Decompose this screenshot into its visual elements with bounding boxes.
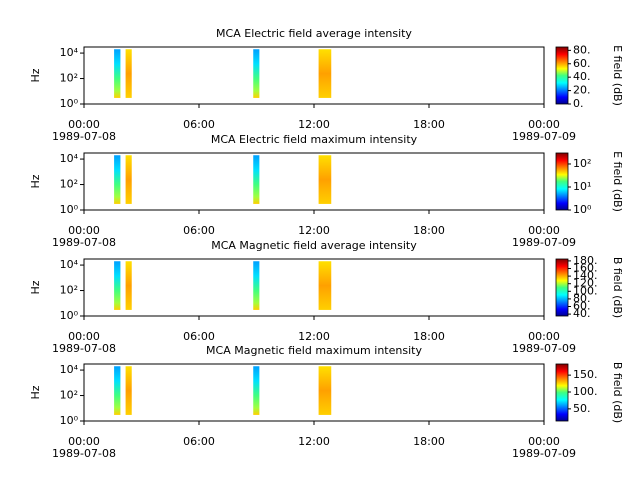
x-tick-label: 06:00 [183,435,215,448]
y-axis-label: Hz [29,174,42,188]
x-date-label: 1989-07-08 [52,130,116,143]
colorbar-tick-label: 100. [573,385,598,398]
x-tick-label: 00:00 [528,118,560,131]
spectrogram-strip [125,366,132,415]
spectrogram-strip [318,261,332,310]
spectrogram-strip [253,366,260,415]
colorbar-tick-label: 60. [573,300,591,313]
x-tick-label: 12:00 [298,330,330,343]
spectrogram-strip [253,155,260,204]
colorbar-label: B field (dB) [611,257,624,318]
colorbar-tick-label: 100. [573,284,598,297]
spectrogram-strip [253,261,260,310]
y-tick-label: 10² [60,284,78,297]
colorbar-tick-label: 120. [573,277,598,290]
x-tick-label: 12:00 [298,224,330,237]
x-tick-label: 18:00 [413,224,445,237]
y-tick-label: 10⁴ [60,258,79,271]
y-axis-label: Hz [29,385,42,399]
panel-title: MCA Electric field average intensity [216,27,412,40]
x-date-label: 1989-07-09 [512,130,576,143]
colorbar-tick-label: 140. [573,269,598,282]
colorbar [555,152,569,211]
y-tick-label: 10² [60,178,78,191]
spectrogram-strip [125,261,132,310]
x-tick-label: 00:00 [68,330,100,343]
axes-frame [83,152,545,211]
y-axis-label: Hz [29,68,42,82]
colorbar-tick-label: 60. [573,57,591,70]
x-tick-label: 00:00 [528,435,560,448]
colorbar-tick-label: 150. [573,368,598,381]
colorbar-tick-label: 80. [573,292,591,305]
spectrogram-strip [125,49,132,98]
x-tick-label: 00:00 [528,330,560,343]
y-tick-label: 10⁰ [60,203,79,216]
x-tick-label: 00:00 [528,224,560,237]
colorbar-tick-label: 180. [573,254,598,267]
spectrogram-strip [318,366,332,415]
colorbar [555,363,569,422]
colorbar-label: B field (dB) [611,362,624,423]
y-tick-label: 10² [60,389,78,402]
spectrogram-strip [114,261,121,310]
x-date-label: 1989-07-09 [512,236,576,249]
y-tick-label: 10⁴ [60,152,79,165]
y-tick-label: 10⁰ [60,309,79,322]
x-tick-label: 18:00 [413,118,445,131]
y-tick-label: 10² [60,72,78,85]
axes-frame [83,258,545,317]
y-axis-label: Hz [29,280,42,294]
x-tick-label: 06:00 [183,118,215,131]
panel-title: MCA Magnetic field maximum intensity [206,344,422,357]
colorbar-tick-label: 0. [573,97,584,110]
spectrogram-strip [114,366,121,415]
spectrogram-strip [253,49,260,98]
y-tick-label: 10⁰ [60,414,79,427]
colorbar-tick-label: 50. [573,402,591,415]
colorbar-label: E field (dB) [611,45,624,106]
panel-title: MCA Magnetic field average intensity [211,239,417,252]
axes-frame [83,363,545,422]
colorbar [555,46,569,105]
panel-title: MCA Electric field maximum intensity [211,133,418,146]
x-tick-label: 06:00 [183,330,215,343]
colorbar-tick-label: 10⁰ [573,203,592,216]
x-date-label: 1989-07-09 [512,447,576,460]
x-tick-label: 18:00 [413,435,445,448]
spectrogram-strip [114,155,121,204]
x-tick-label: 00:00 [68,435,100,448]
colorbar-tick-label: 10¹ [573,180,591,193]
colorbar-tick-label: 80. [573,43,591,56]
y-tick-label: 10⁴ [60,46,79,59]
x-date-label: 1989-07-09 [512,342,576,355]
spectrogram-strip [318,155,332,204]
spectrogram-strip [125,155,132,204]
x-tick-label: 12:00 [298,118,330,131]
axes-frame [83,46,545,105]
colorbar-tick-label: 20. [573,84,591,97]
x-tick-label: 12:00 [298,435,330,448]
x-date-label: 1989-07-08 [52,236,116,249]
colorbar-tick-label: 40. [573,307,591,320]
colorbar-label: E field (dB) [611,151,624,212]
x-tick-label: 06:00 [183,224,215,237]
x-tick-label: 00:00 [68,118,100,131]
y-tick-label: 10⁰ [60,97,79,110]
spectrogram-strip [114,49,121,98]
colorbar-tick-label: 10² [573,157,591,170]
y-tick-label: 10⁴ [60,363,79,376]
colorbar [555,258,569,317]
x-tick-label: 18:00 [413,330,445,343]
x-tick-label: 00:00 [68,224,100,237]
x-date-label: 1989-07-08 [52,342,116,355]
colorbar-tick-label: 160. [573,262,598,275]
spectrogram-strip [318,49,332,98]
colorbar-tick-label: 40. [573,70,591,83]
x-date-label: 1989-07-08 [52,447,116,460]
